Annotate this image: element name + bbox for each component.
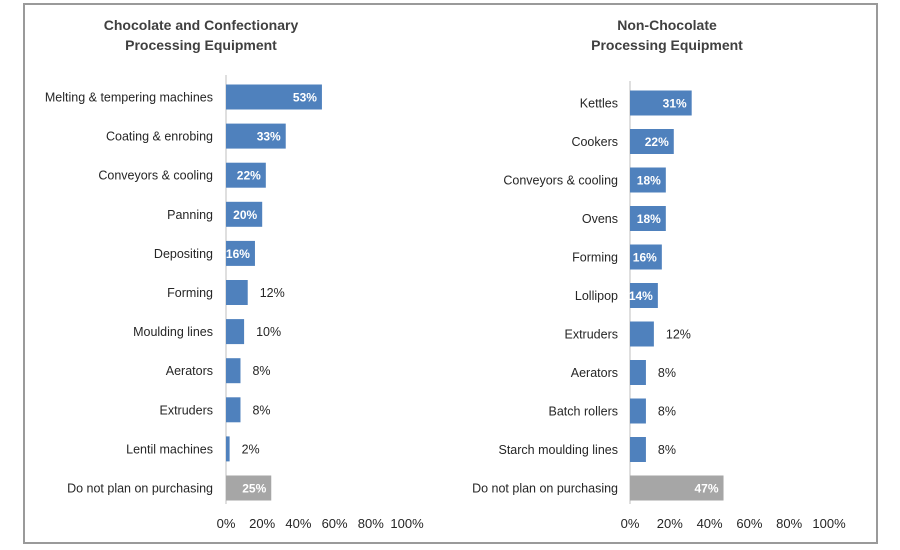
chart1-bar [226, 84, 322, 110]
chart2-category-label: Aerators [571, 366, 618, 380]
chart1-category-label: Lentil machines [126, 442, 213, 456]
chart1-data-label: 22% [237, 169, 261, 183]
chart1-data-label: 20% [233, 208, 257, 222]
chart1-data-label: 25% [242, 482, 266, 496]
chart1-bar [226, 397, 241, 423]
chart1-title-line-1: Chocolate and Confectionary [104, 17, 299, 33]
chart2-bar [630, 283, 658, 308]
chart1-category-label: Melting & tempering machines [45, 91, 213, 105]
chart1-data-label: 12% [260, 286, 285, 300]
chart2-category-label: Lollipop [575, 289, 618, 303]
chart1-bar [226, 201, 263, 227]
chart1-category-label: Coating & enrobing [106, 130, 213, 144]
chart1-category-label: Aerators [166, 364, 213, 378]
chart1-x-tick-label: 40% [285, 516, 311, 531]
chart2-data-label: 31% [663, 97, 687, 111]
chart1-category-label: Forming [167, 286, 213, 300]
chart2-category-label: Cookers [571, 135, 618, 149]
chart1-data-label: 8% [252, 403, 270, 417]
chart2-category-label: Ovens [582, 212, 618, 226]
chart2-bar [630, 167, 666, 193]
chart1-bar [226, 436, 230, 462]
chart2-bar [630, 475, 724, 501]
chart2-data-label: 8% [658, 405, 676, 419]
chart1-category-label: Depositing [154, 247, 213, 261]
chart-frame [23, 3, 878, 544]
chart2-category-label: Starch moulding lines [498, 443, 618, 457]
chart1-bar [226, 280, 248, 305]
chart2-x-tick-label: 0% [621, 516, 640, 531]
chart2-data-label: 8% [658, 366, 676, 380]
chart2-bar [630, 129, 674, 154]
chart1-x-tick-label: 100% [390, 516, 424, 531]
chart2-data-label: 47% [694, 482, 718, 496]
chart1-bar [226, 162, 266, 188]
chart2-x-tick-label: 40% [697, 516, 723, 531]
chart2-bar [630, 360, 646, 385]
chart2-data-label: 14% [629, 289, 653, 303]
chart1-data-label: 16% [226, 247, 250, 261]
chart2-data-label: 18% [637, 212, 661, 226]
chart2-x-tick-label: 20% [657, 516, 683, 531]
chart2-category-label: Kettles [580, 97, 618, 111]
chart1-data-label: 10% [256, 325, 281, 339]
chart1-category-label: Moulding lines [133, 325, 213, 339]
chart2-data-label: 16% [633, 251, 657, 265]
chart2-title-line-2: Processing Equipment [591, 37, 743, 53]
chart2-x-tick-label: 60% [736, 516, 762, 531]
chart2-data-label: 12% [666, 328, 691, 342]
chart1-bar [226, 319, 245, 345]
chart2-bar [630, 90, 692, 116]
chart1-x-tick-label: 20% [249, 516, 275, 531]
chart1-data-label: 2% [242, 442, 260, 456]
chart2-data-label: 18% [637, 174, 661, 188]
chart2-data-label: 8% [658, 443, 676, 457]
chart2-x-tick-label: 100% [812, 516, 846, 531]
chart1-title-line-2: Processing Equipment [125, 37, 277, 53]
chart1-x-tick-label: 60% [322, 516, 348, 531]
chart1-category-label: Panning [167, 208, 213, 222]
chart2-title-line-1: Non-Chocolate [617, 17, 717, 33]
chart1-bar [226, 123, 286, 149]
chart2-bar [630, 398, 646, 424]
chart1-category-label: Conveyors & cooling [98, 169, 213, 183]
chart1-data-label: 53% [293, 91, 317, 105]
chart2-bar [630, 321, 654, 347]
chart1-data-label: 33% [257, 130, 281, 144]
chart2-category-label: Do not plan on purchasing [472, 482, 618, 496]
chart2-bar [630, 206, 666, 231]
chart2-bar [630, 244, 662, 270]
chart2-category-label: Batch rollers [549, 405, 618, 419]
chart1-bar [226, 475, 272, 501]
chart1-data-label: 8% [252, 364, 270, 378]
chart2-data-label: 22% [645, 135, 669, 149]
chart2-category-label: Conveyors & cooling [503, 174, 618, 188]
chart1-bar [226, 358, 241, 384]
chart1-x-tick-label: 80% [358, 516, 384, 531]
chart1-category-label: Do not plan on purchasing [67, 482, 213, 496]
chart1-category-label: Extruders [160, 403, 214, 417]
chart2-x-tick-label: 80% [776, 516, 802, 531]
chart2-category-label: Forming [572, 251, 618, 265]
chart2-bar [630, 437, 646, 462]
chart2-category-label: Extruders [565, 328, 619, 342]
chart1-x-tick-label: 0% [217, 516, 236, 531]
chart1-bar [226, 240, 255, 266]
